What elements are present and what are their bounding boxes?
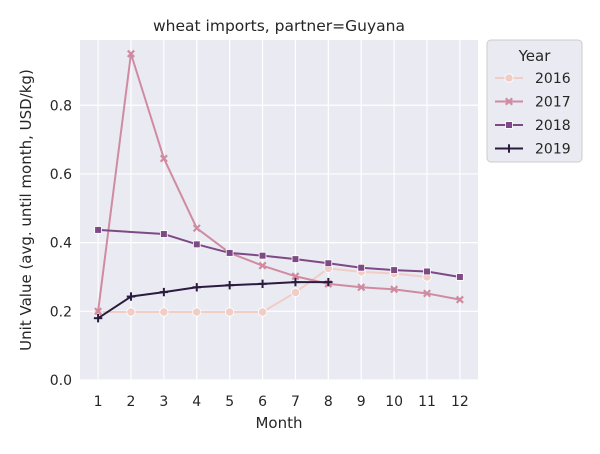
data-point-2017	[455, 295, 464, 304]
data-point-2016	[257, 307, 268, 317]
plot-area	[80, 40, 478, 380]
data-point-2018	[192, 240, 201, 249]
legend-label: 2016	[535, 71, 571, 87]
legend-item-2018: 2018	[495, 118, 571, 134]
data-point-2017	[127, 49, 135, 58]
legend-label: 2017	[535, 95, 571, 111]
y-tick-label: 0.0	[50, 373, 72, 389]
data-point-2017	[390, 285, 399, 294]
x-tick-label: 7	[291, 394, 300, 410]
data-point-2016	[225, 307, 235, 317]
series-line-2017	[97, 52, 461, 313]
x-tick-label: 10	[385, 394, 403, 410]
legend-items: 2016 2017 2018 2019	[495, 71, 571, 158]
legend: Year 2016 2017 2018 2019	[486, 39, 583, 163]
y-tick-label: 0.4	[50, 236, 72, 252]
data-point-2018	[225, 249, 234, 257]
y-tick-label: 0.2	[50, 304, 72, 320]
legend-title: Year	[518, 47, 552, 65]
grid-lines	[80, 40, 478, 381]
x-tick-label: 3	[159, 394, 168, 410]
y-tick-label: 0.8	[50, 98, 72, 114]
data-point-2019	[225, 281, 234, 290]
data-point-2017	[94, 307, 103, 316]
y-axis-label: Unit Value (avg. until month, USD/kg)	[17, 69, 35, 351]
x-axis-label: Month	[255, 414, 302, 432]
legend-item-2017: 2017	[495, 95, 571, 111]
data-point-2018	[456, 273, 464, 281]
data-point-2017	[258, 261, 267, 270]
data-point-2018	[258, 251, 267, 260]
legend-label: 2018	[535, 118, 571, 134]
data-point-2016	[192, 307, 202, 317]
data-point-2019	[291, 277, 300, 287]
x-tick-label: 1	[94, 394, 103, 410]
x-tick-label: 2	[127, 394, 136, 410]
data-point-2019	[192, 283, 201, 292]
data-point-2019	[126, 292, 136, 301]
data-point-2018	[324, 259, 333, 268]
x-tick-label: 9	[357, 394, 366, 410]
x-tick-label: 8	[324, 394, 333, 410]
x-tick-label: 12	[451, 394, 469, 410]
data-point-2018	[94, 226, 102, 234]
data-point-2018	[357, 263, 366, 272]
series-2019	[93, 277, 333, 323]
data-point-2016	[290, 287, 301, 298]
data-point-2018	[390, 266, 398, 274]
data-point-2016	[159, 307, 169, 317]
data-point-2019	[93, 313, 103, 323]
series-line-2019	[97, 281, 330, 320]
legend-box	[486, 39, 583, 163]
series-2018	[94, 226, 464, 281]
legend-marker	[504, 73, 514, 83]
y-tick-label: 0.6	[50, 167, 72, 183]
legend-label: 2019	[535, 142, 571, 158]
legend-item-2016: 2016	[495, 71, 571, 87]
data-point-2018	[160, 230, 168, 238]
data-point-2019	[159, 287, 169, 297]
series-2016	[93, 263, 432, 317]
data-point-2017	[357, 283, 366, 292]
tick-labels: 0.00.20.40.60.81 2 3 4 5 6 7 8 9 10 11 12	[50, 98, 469, 410]
data-point-2019	[324, 277, 333, 287]
x-tick-label: 4	[192, 394, 201, 410]
data-point-2017	[159, 154, 168, 163]
data-point-2018	[423, 267, 431, 276]
data-point-2017	[291, 272, 300, 281]
x-tick-label: 6	[258, 394, 267, 410]
series-layer	[93, 49, 464, 323]
legend-marker	[505, 121, 513, 129]
chart-title: wheat imports, partner=Guyana	[153, 17, 405, 35]
legend-marker	[504, 144, 514, 153]
x-tick-label: 11	[418, 394, 436, 410]
data-point-2017	[192, 224, 201, 233]
data-point-2017	[423, 289, 431, 298]
data-point-2019	[258, 279, 267, 289]
legend-item-2019: 2019	[495, 142, 571, 158]
legend-marker	[505, 97, 513, 106]
x-tick-label: 5	[225, 394, 234, 410]
data-point-2018	[291, 255, 300, 263]
data-point-2016	[126, 307, 136, 317]
